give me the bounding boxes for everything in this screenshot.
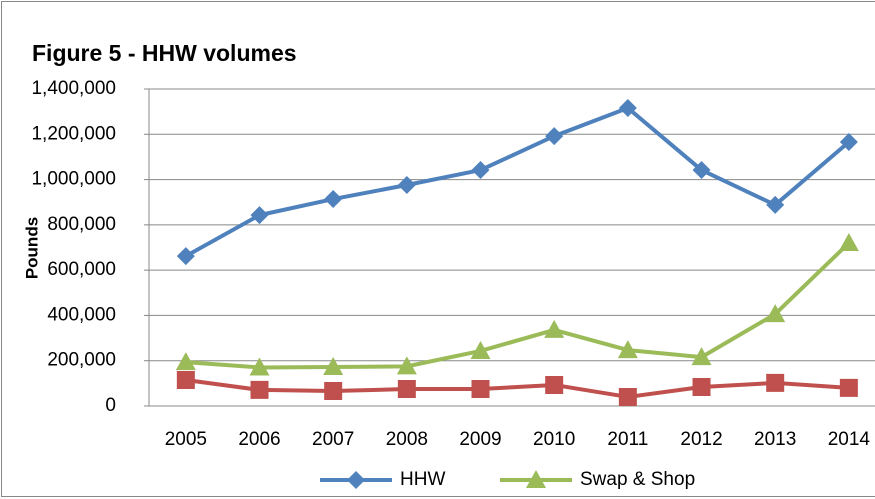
marker	[617, 340, 638, 359]
y-tick-label: 800,000	[47, 214, 116, 235]
x-tick-label: 2012	[680, 429, 722, 450]
marker	[470, 340, 491, 359]
marker	[544, 319, 565, 338]
y-tick-label: 1,200,000	[31, 123, 116, 144]
marker	[691, 347, 712, 366]
y-tick-label: 200,000	[47, 350, 116, 371]
marker	[249, 357, 270, 376]
x-tick-label: 2010	[533, 429, 575, 450]
marker	[250, 206, 269, 225]
x-tick-label: 2011	[607, 429, 648, 450]
marker	[397, 380, 416, 399]
marker	[323, 357, 344, 376]
marker	[176, 247, 195, 266]
marker	[396, 356, 417, 375]
marker	[397, 176, 416, 195]
marker	[839, 132, 858, 151]
y-tick-label: 1,400,000	[31, 78, 116, 99]
y-axis-label: Pounds	[22, 217, 41, 279]
marker	[766, 373, 785, 392]
series-line	[185, 377, 849, 399]
marker	[176, 370, 195, 389]
marker	[838, 232, 859, 251]
y-tick-label: 400,000	[47, 304, 116, 325]
marker	[175, 352, 196, 371]
marker	[839, 378, 858, 397]
y-tick-label: 0	[105, 395, 116, 416]
x-tick-label: 2008	[386, 429, 428, 450]
legend-label: Swap & Shop	[580, 469, 695, 490]
legend-label: HHW	[400, 469, 445, 490]
marker	[766, 195, 785, 214]
x-tick-label: 2005	[165, 429, 207, 450]
marker	[692, 161, 711, 180]
legend-marker	[347, 471, 365, 489]
x-tick-label: 2009	[459, 429, 501, 450]
marker	[250, 380, 269, 399]
marker	[765, 304, 786, 323]
marker	[618, 99, 637, 118]
series-line	[185, 241, 851, 370]
y-tick-label: 600,000	[47, 259, 116, 280]
y-tick-label: 1,000,000	[31, 169, 116, 190]
marker	[324, 190, 343, 209]
x-tick-label: 2013	[754, 429, 796, 450]
x-tick-label: 2006	[238, 429, 280, 450]
marker	[692, 377, 711, 396]
series-line	[184, 106, 851, 258]
chart-title: Figure 5 - HHW volumes	[32, 40, 297, 66]
marker	[324, 382, 343, 401]
marker	[545, 375, 564, 394]
legend-marker	[526, 470, 546, 488]
x-tick-label: 2014	[828, 429, 871, 450]
marker	[471, 380, 490, 399]
marker	[618, 387, 637, 406]
marker	[471, 161, 490, 180]
marker	[545, 127, 564, 146]
x-tick-label: 2007	[312, 429, 354, 450]
